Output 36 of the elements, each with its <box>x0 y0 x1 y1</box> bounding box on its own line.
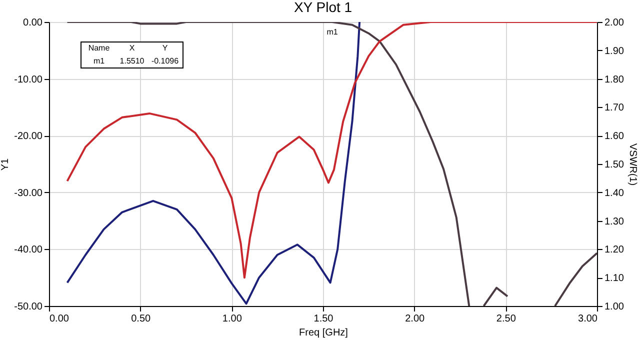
x-tick-label: 3.00 <box>578 314 598 324</box>
annotation: m1 <box>326 28 338 37</box>
y2-tick-label: 1.30 <box>604 216 624 228</box>
y-tick-label: -20.00 <box>14 131 43 142</box>
y-tick-label: -50.00 <box>14 302 43 312</box>
x-axis-title: Freq [GHz] <box>299 328 348 338</box>
y-tick-label: 0.00 <box>23 18 43 28</box>
y-tick-label: -10.00 <box>14 74 43 86</box>
y2-tick-label: 1.90 <box>604 46 624 57</box>
x-tick-label: 2.00 <box>405 314 425 324</box>
line-series <box>66 22 361 305</box>
y-tick-label: -40.00 <box>14 244 43 256</box>
y2-tick-label: 1.00 <box>604 302 624 312</box>
y2-tick-label: 1.10 <box>604 273 624 284</box>
annotation: 1.5510 <box>120 56 145 66</box>
y2-tick-label: 1.80 <box>604 74 624 86</box>
x-tick-label: 1.00 <box>222 314 242 324</box>
y2-tick-label: 1.60 <box>604 131 624 142</box>
x-tick-label: 2.50 <box>496 314 516 324</box>
y2-tick-label: 1.40 <box>604 188 624 199</box>
x-tick-label: 0.00 <box>50 314 70 324</box>
x-tick-label: 0.50 <box>131 314 151 324</box>
y2-tick-label: 1.50 <box>604 160 624 170</box>
y-axis-title: Y1 <box>0 158 12 171</box>
y-tick-label: -30.00 <box>14 188 43 199</box>
annotation: X <box>129 44 136 52</box>
annotation: m1 <box>93 56 106 66</box>
y2-axis-title: VSWR(1) <box>626 143 638 186</box>
annotation: -0.1096 <box>151 56 180 66</box>
x-tick-label: 1.50 <box>314 314 334 324</box>
y2-tick-label: 2.00 <box>604 18 624 28</box>
y2-tick-label: 1.20 <box>604 244 624 256</box>
y2-tick-label: 1.70 <box>604 102 624 114</box>
chart-title: XY Plot 1 <box>294 0 352 15</box>
annotation: Y <box>162 44 168 52</box>
annotation: Name <box>88 44 110 52</box>
